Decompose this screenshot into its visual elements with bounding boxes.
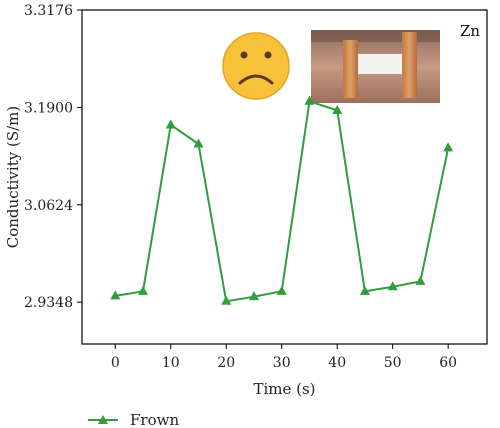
data-point-marker: [221, 295, 232, 305]
series-group: [110, 95, 454, 305]
data-point-marker: [332, 104, 343, 114]
x-tick-label: 20: [217, 355, 235, 371]
x-tick-label: 40: [328, 355, 346, 371]
y-tick-label: 3.3176: [24, 3, 73, 19]
data-point-marker: [359, 285, 370, 295]
y-tick-label: 2.9348: [24, 295, 73, 311]
data-point-marker: [304, 95, 315, 105]
data-point-marker: [248, 291, 259, 301]
legend-marker: [98, 415, 108, 424]
data-point-marker: [138, 285, 149, 295]
x-tick-label: 10: [162, 355, 180, 371]
data-point-marker: [387, 281, 398, 291]
x-tick-label: 60: [439, 355, 457, 371]
x-axis-ticks: 0 10 20 30 40 50 60: [111, 344, 457, 371]
y-tick-label: 3.0624: [24, 198, 73, 214]
data-point-marker: [110, 290, 121, 300]
x-tick-label: 50: [384, 355, 402, 371]
legend: Frown: [88, 411, 179, 428]
emoji-frowning-face-icon: [222, 32, 290, 100]
y-tick-label: 3.1900: [24, 100, 73, 116]
legend-label: Frown: [130, 411, 179, 428]
series-line-frown: [115, 99, 450, 303]
data-point-marker: [165, 119, 176, 129]
y-axis-ticks: 2.9348 3.0624 3.1900 3.3176: [24, 3, 82, 311]
x-axis-title: Time (s): [253, 380, 315, 398]
x-tick-label: 0: [111, 355, 120, 371]
plot-frame: [81, 9, 488, 345]
x-tick-label: 30: [273, 355, 291, 371]
data-point-marker: [276, 285, 287, 295]
y-axis-title: Conductivity (S/m): [4, 106, 22, 248]
forehead-sensor-photo: [311, 30, 440, 103]
annotation-label: Zn: [460, 22, 480, 40]
data-point-marker: [415, 275, 426, 285]
data-point-marker: [443, 142, 454, 152]
data-point-marker: [193, 138, 204, 148]
